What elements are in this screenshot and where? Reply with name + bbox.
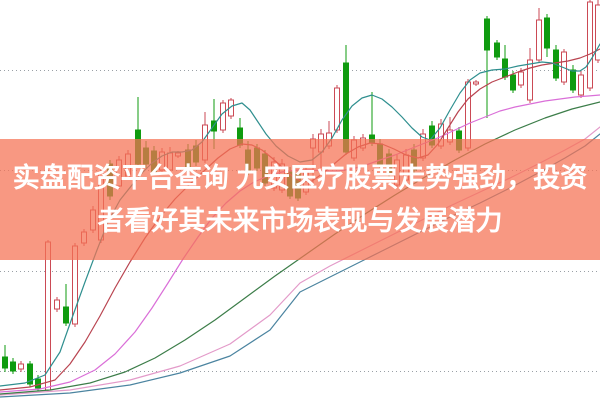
- caption-line-2: 者看好其未来市场表现与发展潜力: [97, 205, 503, 236]
- caption-banner: 实盘配资平台查询 九安医疗股票走势强劲，投资 者看好其未来市场表现与发展潜力: [0, 139, 600, 260]
- candles-group: [2, 0, 600, 392]
- caption-line-1: 实盘配资平台查询 九安医疗股票走势强劲，投资: [12, 162, 588, 193]
